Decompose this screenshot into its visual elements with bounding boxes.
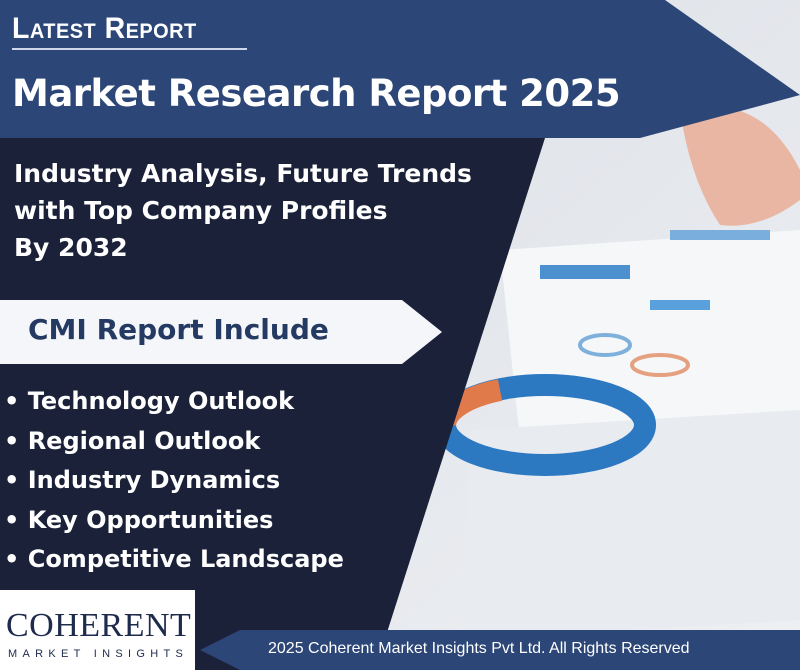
underline-divider [12, 48, 247, 50]
copyright-text: 2025 Coherent Market Insights Pvt Ltd. A… [268, 640, 690, 657]
hand-image [680, 106, 800, 226]
list-item: • Key Opportunities [4, 501, 344, 541]
footer-banner [200, 630, 800, 670]
list-item-label: Regional Outlook [27, 426, 261, 455]
bullet-icon: • [4, 466, 28, 494]
latest-report-label: Latest Report [12, 12, 197, 45]
company-logo [0, 590, 195, 670]
bullet-icon: • [4, 387, 28, 415]
includes-heading: CMI Report Include [28, 313, 329, 346]
logo-name: COHERENT [6, 607, 192, 644]
bullet-icon: • [4, 505, 28, 534]
bullet-icon: • [4, 426, 28, 455]
list-item-label: Key Opportunities [27, 505, 274, 534]
list-item: • Competitive Landscape [4, 540, 344, 580]
includes-heading-banner [0, 300, 442, 364]
top-banner [0, 0, 800, 138]
list-item-label: Competitive Landscape [27, 545, 344, 573]
list-item: • Regional Outlook [4, 422, 344, 462]
subtitle: Industry Analysis, Future Trends with To… [14, 155, 472, 266]
includes-list: • Technology Outlook • Regional Outlook … [4, 382, 344, 580]
subtitle-line: with Top Company Profiles [14, 196, 388, 225]
list-item-label: Industry Dynamics [27, 466, 281, 494]
list-item-label: Technology Outlook [27, 387, 295, 415]
list-item: • Technology Outlook [4, 382, 344, 422]
bullet-icon: • [4, 545, 28, 573]
list-item: • Industry Dynamics [4, 461, 344, 501]
subtitle-line: By 2032 [14, 233, 128, 262]
logo-tagline: MARKET INSIGHTS [8, 648, 189, 660]
subtitle-line: Industry Analysis, Future Trends [14, 159, 472, 188]
page-title: Market Research Report 2025 [12, 72, 621, 115]
